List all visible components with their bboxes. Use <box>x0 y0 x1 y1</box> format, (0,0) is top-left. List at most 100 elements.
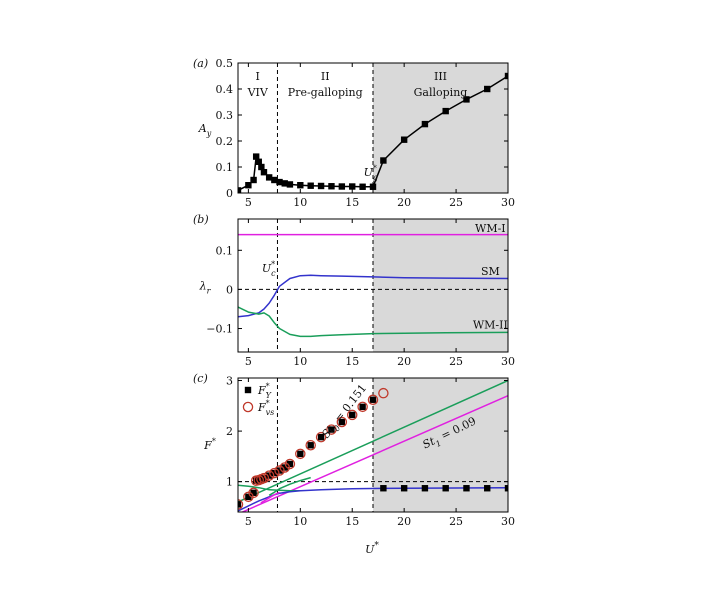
y-axis-label: Ay <box>198 122 212 138</box>
series-line-frequency-branch-1 <box>238 484 301 492</box>
legend-entry: F* Y <box>257 382 272 400</box>
x-tick-label: 25 <box>449 515 463 528</box>
data-point <box>252 153 260 160</box>
series-line-frequency-branch-3 <box>260 491 280 504</box>
panel-label: (c) <box>193 372 208 385</box>
x-tick-label: 30 <box>501 196 515 209</box>
data-point <box>338 183 346 190</box>
region-name: VIV <box>247 86 269 99</box>
y-tick-label: 1 <box>226 476 233 489</box>
data-point <box>286 181 294 188</box>
data-point <box>369 183 377 190</box>
data-point <box>238 187 242 193</box>
series-line-strouhal-st0-line <box>238 379 508 503</box>
marker-fy <box>328 426 335 433</box>
marker-fvs <box>346 409 358 421</box>
panel-a: 5 10 15 20 25 30 0 0.1 0.2 0.3 0.4 0.5 (a) Ay I VIV II Pr… <box>193 57 515 209</box>
legend-marker-square <box>244 386 252 394</box>
plot-area <box>238 219 508 352</box>
y-tick-label: 0.1 <box>216 244 234 257</box>
data-point <box>328 183 335 190</box>
x-tick-label: 25 <box>449 355 463 368</box>
data-point <box>349 183 356 190</box>
data-point <box>380 157 387 164</box>
data-point <box>297 182 304 189</box>
marker-fy <box>276 467 283 474</box>
marker-fy <box>463 485 470 492</box>
marker-fy <box>338 418 346 426</box>
legend-marker-circle <box>242 401 254 413</box>
x-tick-label: 15 <box>345 515 359 528</box>
strouhal-label: St0 = 0.151 <box>319 382 371 443</box>
panel-label: (b) <box>193 213 209 226</box>
x-tick-label: 10 <box>293 515 307 528</box>
axes-frame <box>237 377 509 513</box>
marker-fy <box>442 485 449 492</box>
y-tick-label: 0 <box>226 187 233 200</box>
data-point <box>317 182 325 190</box>
marker-fvs <box>269 467 280 479</box>
series-line-frequency-branch-4 <box>268 476 311 496</box>
x-tick-label: 15 <box>345 355 359 368</box>
data-point <box>271 176 278 184</box>
data-point <box>276 178 283 186</box>
data-point <box>307 182 314 189</box>
panel-b: WM-I SM WM-II 5 10 15 20 25 30 −0.1 0 0.1 (b) λr U* c <box>193 213 515 368</box>
data-point <box>255 158 262 165</box>
x-tick-label: 15 <box>345 196 359 209</box>
region-numeral: I <box>256 70 260 83</box>
marker-fvs <box>279 462 290 473</box>
marker-fvs <box>263 470 275 481</box>
data-point <box>442 107 449 115</box>
marker-fvs <box>238 499 244 510</box>
marker-fy <box>260 474 268 482</box>
y-tick-label: 3 <box>226 375 233 388</box>
marker-fy <box>369 396 377 403</box>
data-point <box>265 174 273 181</box>
marker-fy <box>504 485 508 492</box>
y-tick-label: −0.1 <box>206 323 233 336</box>
shaded-region-galloping <box>373 63 508 193</box>
region-name: Pre-galloping <box>288 86 363 99</box>
series-label-wm-ii: WM-II <box>473 318 508 331</box>
annotation: U* g <box>364 164 378 182</box>
y-tick-label: 0.3 <box>216 109 234 122</box>
series-label-sm: SM <box>481 265 500 278</box>
region-numeral: III <box>434 70 447 83</box>
legend-entry: F* vs <box>257 399 274 417</box>
data-point <box>400 136 408 143</box>
marker-fy <box>421 485 429 492</box>
y-axis-label: F* <box>203 437 216 452</box>
marker-fy <box>265 472 273 479</box>
plot-area <box>238 63 508 193</box>
x-tick-label: 10 <box>293 355 307 368</box>
marker-fy <box>380 485 387 492</box>
data-point <box>484 85 491 93</box>
marker-fy <box>484 485 491 492</box>
data-point <box>258 163 265 171</box>
marker-fvs <box>336 416 348 428</box>
shaded-region-galloping <box>373 219 508 352</box>
marker-fvs <box>315 431 327 443</box>
marker-fy <box>297 450 304 458</box>
marker-fy <box>271 469 278 477</box>
data-point <box>245 182 252 189</box>
data-point <box>359 183 366 190</box>
marker-fy <box>286 460 294 468</box>
data-point <box>463 96 470 103</box>
marker-fvs <box>274 465 285 476</box>
marker-fy <box>359 403 366 411</box>
marker-fy <box>400 485 408 492</box>
marker-fy <box>307 442 314 449</box>
marker-fvs <box>284 458 296 470</box>
marker-fy <box>349 411 356 419</box>
marker-fy <box>281 464 288 471</box>
marker-fvs <box>367 394 379 405</box>
x-tick-label: 5 <box>245 196 252 209</box>
data-point <box>504 72 508 80</box>
marker-fy <box>245 493 252 501</box>
x-tick-label: 20 <box>397 515 411 528</box>
marker-fy <box>238 501 242 508</box>
y-tick-label: 0.1 <box>216 161 234 174</box>
